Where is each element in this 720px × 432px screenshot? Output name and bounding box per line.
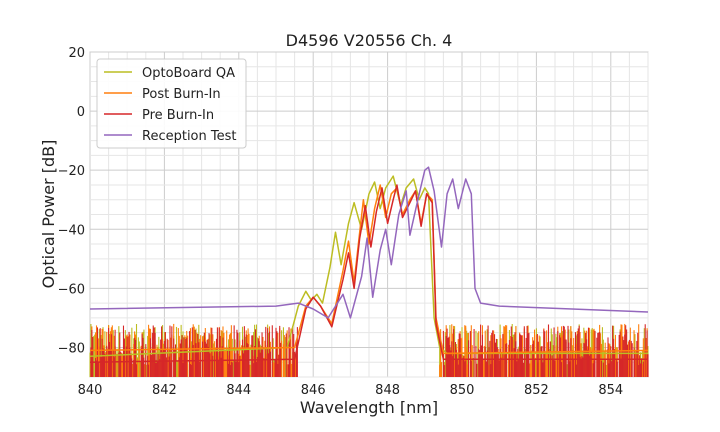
series-lines: [89, 166, 649, 363]
y-tick-label: −40: [58, 223, 85, 238]
legend-box: [96, 58, 247, 149]
y-tick-label: 0: [77, 105, 85, 120]
y-tick-label: −60: [58, 282, 85, 297]
x-tick-label: 854: [598, 383, 623, 398]
legend-label: Reception Test: [142, 129, 236, 144]
x-tick-label: 850: [450, 383, 475, 398]
legend: OptoBoard QA Post Burn-In Pre Burn-In Recep…: [96, 58, 247, 149]
series-line-2: [89, 184, 648, 363]
x-tick-label: 840: [78, 383, 103, 398]
x-axis-label: Wavelength [nm]: [300, 398, 438, 417]
x-tick-label: 848: [375, 383, 400, 398]
x-tick-label: 846: [301, 383, 326, 398]
y-axis-label: Optical Power [dB]: [39, 140, 58, 289]
legend-label: Post Burn-In: [142, 87, 221, 102]
series-line-3: [89, 166, 649, 319]
x-tick-label: 852: [524, 383, 549, 398]
y-tick-labels: 20 0 −20 −40 −60 −80: [58, 46, 85, 356]
x-tick-label: 842: [152, 383, 177, 398]
y-tick-label: −80: [58, 341, 85, 356]
x-tick-labels: 840 842 844 846 848 850 852 854: [78, 383, 624, 398]
x-tick-label: 844: [226, 383, 251, 398]
y-tick-label: 20: [68, 46, 85, 61]
legend-label: OptoBoard QA: [142, 66, 235, 81]
legend-label: Pre Burn-In: [142, 108, 214, 123]
chart-title: D4596 V20556 Ch. 4: [286, 31, 453, 50]
y-tick-label: −20: [58, 164, 85, 179]
